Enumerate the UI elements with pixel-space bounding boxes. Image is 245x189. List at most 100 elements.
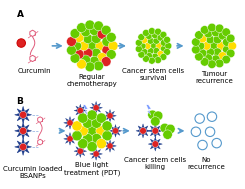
Circle shape xyxy=(143,29,149,36)
Circle shape xyxy=(160,46,167,52)
Circle shape xyxy=(148,110,157,119)
Circle shape xyxy=(87,142,97,152)
Circle shape xyxy=(89,26,99,36)
Circle shape xyxy=(215,59,224,68)
Circle shape xyxy=(195,31,203,39)
Polygon shape xyxy=(148,124,162,138)
Circle shape xyxy=(101,25,111,35)
Circle shape xyxy=(222,45,231,54)
Circle shape xyxy=(152,141,159,147)
Circle shape xyxy=(74,49,84,59)
Text: No
recurrence: No recurrence xyxy=(187,157,225,170)
Circle shape xyxy=(93,105,99,111)
Circle shape xyxy=(91,118,102,128)
Circle shape xyxy=(206,48,214,57)
Circle shape xyxy=(151,53,159,60)
Circle shape xyxy=(85,62,95,72)
Circle shape xyxy=(77,108,83,114)
Circle shape xyxy=(206,35,214,44)
Circle shape xyxy=(208,60,216,68)
Circle shape xyxy=(164,49,171,55)
Circle shape xyxy=(165,42,172,49)
Circle shape xyxy=(143,55,149,62)
Circle shape xyxy=(204,29,212,38)
Circle shape xyxy=(151,117,160,126)
Circle shape xyxy=(79,41,88,51)
Circle shape xyxy=(87,110,97,120)
Circle shape xyxy=(147,37,154,44)
Circle shape xyxy=(93,151,99,157)
Circle shape xyxy=(153,111,163,120)
Circle shape xyxy=(106,50,116,59)
Circle shape xyxy=(138,34,145,41)
Circle shape xyxy=(89,56,99,66)
Circle shape xyxy=(94,61,103,71)
Circle shape xyxy=(97,53,107,62)
Circle shape xyxy=(228,42,236,50)
Circle shape xyxy=(72,131,82,141)
Circle shape xyxy=(217,42,225,50)
Circle shape xyxy=(20,127,27,134)
Circle shape xyxy=(78,139,88,149)
Circle shape xyxy=(192,38,200,46)
Circle shape xyxy=(72,41,82,51)
Polygon shape xyxy=(90,148,102,160)
Circle shape xyxy=(215,24,224,33)
Text: Curcumin loaded
BSANPs: Curcumin loaded BSANPs xyxy=(3,166,62,179)
Polygon shape xyxy=(109,125,122,137)
Circle shape xyxy=(67,37,76,46)
Polygon shape xyxy=(90,101,102,114)
Circle shape xyxy=(83,34,93,43)
Circle shape xyxy=(83,133,93,144)
Circle shape xyxy=(78,113,88,123)
Circle shape xyxy=(72,121,82,131)
Circle shape xyxy=(148,28,155,34)
Circle shape xyxy=(112,128,119,134)
Circle shape xyxy=(146,33,152,39)
Circle shape xyxy=(70,29,80,38)
Circle shape xyxy=(135,39,142,46)
Circle shape xyxy=(81,27,90,37)
Circle shape xyxy=(156,42,163,49)
Polygon shape xyxy=(136,124,150,138)
Circle shape xyxy=(222,38,231,46)
Circle shape xyxy=(208,23,216,32)
Text: B: B xyxy=(16,97,23,106)
Circle shape xyxy=(67,120,73,126)
Circle shape xyxy=(77,59,86,69)
Circle shape xyxy=(78,126,88,136)
Circle shape xyxy=(91,133,102,144)
Circle shape xyxy=(107,143,113,149)
Circle shape xyxy=(160,53,167,60)
Polygon shape xyxy=(74,104,87,117)
Circle shape xyxy=(163,130,172,139)
Circle shape xyxy=(226,34,235,43)
Circle shape xyxy=(144,42,151,49)
Circle shape xyxy=(91,48,101,58)
Circle shape xyxy=(198,34,207,43)
Circle shape xyxy=(213,48,222,57)
Circle shape xyxy=(107,113,113,119)
Text: Blue light
treatment (PDT): Blue light treatment (PDT) xyxy=(64,162,120,176)
Circle shape xyxy=(106,33,116,42)
Circle shape xyxy=(202,42,211,50)
Circle shape xyxy=(96,113,106,123)
Circle shape xyxy=(102,121,112,131)
Circle shape xyxy=(226,49,235,58)
Circle shape xyxy=(209,42,218,50)
Circle shape xyxy=(196,42,205,50)
Circle shape xyxy=(222,55,231,64)
Text: A: A xyxy=(16,10,24,19)
Circle shape xyxy=(96,41,105,51)
Text: Regular
chemotherapy: Regular chemotherapy xyxy=(67,74,117,87)
Circle shape xyxy=(74,33,84,42)
Circle shape xyxy=(85,20,95,30)
Circle shape xyxy=(81,55,90,65)
Circle shape xyxy=(200,58,209,66)
Circle shape xyxy=(135,46,142,52)
Circle shape xyxy=(160,39,167,46)
Circle shape xyxy=(200,26,209,34)
Circle shape xyxy=(148,57,155,64)
Circle shape xyxy=(108,41,118,51)
Circle shape xyxy=(94,21,103,31)
